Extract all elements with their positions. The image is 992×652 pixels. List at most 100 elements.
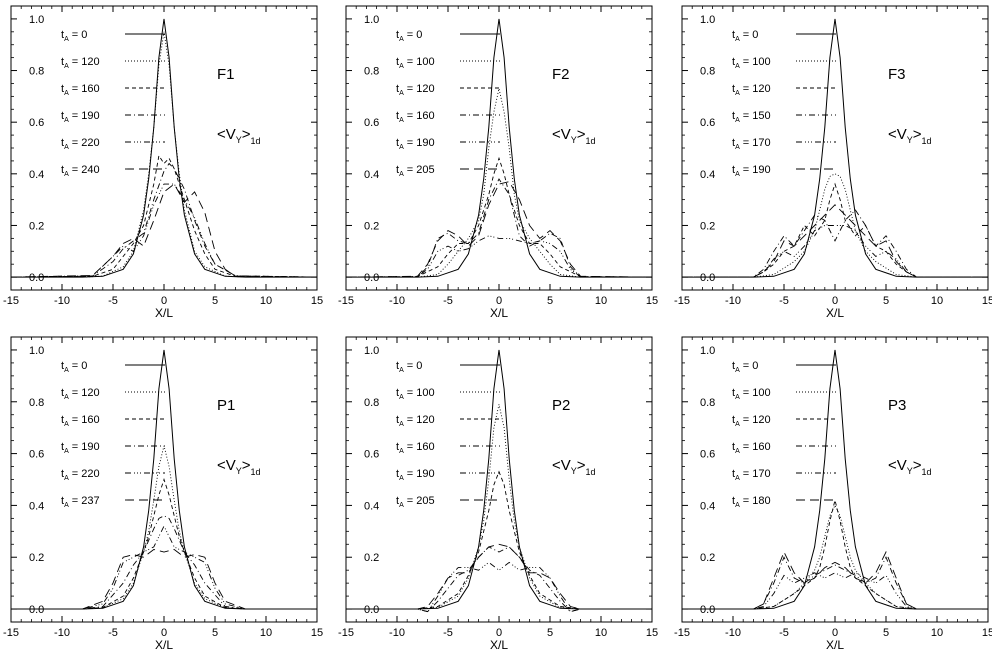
x-tick-label: 5 [547,295,553,307]
plot-frame [345,336,653,623]
y-tick-label: 0.2 [29,220,44,232]
x-tick-label: -15 [338,295,354,307]
series-line-f1-t240 [10,183,318,278]
x-tick-label: 5 [883,627,889,639]
y-tick-label: 0.4 [364,500,379,512]
y-tick-label: 0.0 [364,604,379,616]
y-tick-label: 0.4 [700,169,715,181]
series-line-f2-t100 [346,88,652,278]
series-line-f2-t0 [346,18,652,278]
y-tick-label: 0.6 [364,449,379,461]
legend-label: tA = 237 [61,495,100,509]
y-tick-label: 0.4 [29,500,44,512]
series-line-f2-t160 [346,178,652,278]
x-tick-label: -15 [3,295,19,307]
series-line-f3-t170 [682,225,988,278]
y-tick-label: 0.6 [29,449,44,461]
y-tick-label: 1.0 [29,345,44,357]
chart-panel-f1: -15 -10 -5 0 5 10 15 0.0 0.2 0.4 0.6 0.8 1.0 X/L tA = … [3,5,323,320]
x-tick-label: 10 [931,627,943,639]
x-tick-label: 5 [212,627,218,639]
series-line-f3-t100 [682,173,988,278]
legend-label: tA = 120 [732,414,771,428]
x-tick-label: -5 [108,295,118,307]
x-tick-label: 15 [311,295,323,307]
series-line-f3-t0 [682,18,988,278]
x-tick-label: -5 [443,627,453,639]
chart-panel-f3: -15 -10 -5 0 5 10 15 0.0 0.2 0.4 0.6 0.8 1.0 X/L tA = … [674,5,992,320]
y-tick-label: 0.2 [364,552,379,564]
quantity-label: <VY>1d [888,126,932,146]
chart-panel-p3: -15 -10 -5 0 5 10 15 0.0 0.2 0.4 0.6 0.8 1.0 X/L tA = … [674,336,992,652]
x-axis-title: X/L [155,306,173,320]
quantity-label: <VY>1d [217,457,261,477]
x-tick-label: -10 [725,295,741,307]
legend-label: tA = 0 [61,29,87,43]
plot-frame [10,5,318,291]
legend-label: tA = 190 [732,164,771,178]
y-tick-label: 1.0 [29,14,44,26]
y-tick-label: 1.0 [700,14,715,26]
x-tick-label: -15 [674,627,690,639]
series-line-p1-t160 [11,478,317,610]
series-line-p2-t205 [346,543,652,610]
y-tick-label: 0.0 [29,604,44,616]
y-tick-label: 0.4 [364,169,379,181]
legend-label: tA = 0 [396,29,422,43]
legend-label: tA = 170 [732,468,771,482]
y-tick-label: 0.6 [700,117,715,129]
legend-label: tA = 160 [61,414,100,428]
y-tick-label: 0.8 [700,397,715,409]
y-tick-label: 0.0 [364,272,379,284]
x-tick-label: 10 [595,295,607,307]
series-line-f1-t190 [10,162,318,278]
series-line-f1-t160 [10,154,318,278]
legend-label: tA = 120 [61,387,100,401]
legend-label: tA = 190 [396,137,435,151]
x-axis-title: X/L [826,306,844,320]
plot-frame [681,5,989,291]
x-tick-label: 15 [646,627,658,639]
x-tick-label: 15 [646,295,658,307]
legend-label: tA = 0 [732,29,758,43]
series-line-f1-t120 [11,31,317,278]
chart-panel-f2: -15 -10 -5 0 5 10 15 0.0 0.2 0.4 0.6 0.8 1.0 X/L tA = … [338,5,658,320]
x-tick-label: -10 [389,627,405,639]
x-tick-label: 10 [260,295,272,307]
legend-label: tA = 160 [61,83,100,97]
series-line-p3-t0 [682,349,988,610]
series-line-p2-t120 [346,470,652,610]
x-tick-label: 0 [496,295,502,307]
y-tick-label: 0.8 [364,66,379,78]
panel-label: F1 [217,66,235,83]
x-tick-label: 15 [982,295,992,307]
chart-panel-p1: -15 -10 -5 0 5 10 15 0.0 0.2 0.4 0.6 0.8 1.0 X/L tA = … [3,336,323,652]
panel-label: P3 [888,397,906,414]
x-axis-title: X/L [490,306,508,320]
series-line-p1-t220 [11,525,317,610]
x-tick-label: -5 [108,627,118,639]
y-tick-label: 0.4 [700,500,715,512]
x-tick-label: 10 [931,295,943,307]
series-line-f3-t190 [682,204,988,278]
x-tick-label: 15 [982,627,992,639]
x-tick-label: -5 [779,627,789,639]
series-line-f2-t120 [345,156,653,278]
y-tick-label: 0.4 [29,169,44,181]
series-line-p2-t0 [346,349,652,610]
x-axis-title: X/L [490,638,508,652]
legend-label: tA = 170 [732,137,771,151]
x-tick-label: 0 [832,295,838,307]
series-line-p3-t180 [682,550,988,610]
x-tick-label: -15 [674,295,690,307]
x-tick-label: 5 [547,627,553,639]
legend-label: tA = 240 [61,164,100,178]
panel-label: P2 [552,397,570,414]
y-tick-label: 0.8 [364,397,379,409]
panel-label: P1 [217,397,235,414]
quantity-label: <VY>1d [888,457,932,477]
series-line-p3-t160 [682,556,988,610]
y-tick-label: 0.8 [29,66,44,78]
y-tick-label: 0.2 [364,220,379,232]
y-tick-label: 0.2 [700,220,715,232]
